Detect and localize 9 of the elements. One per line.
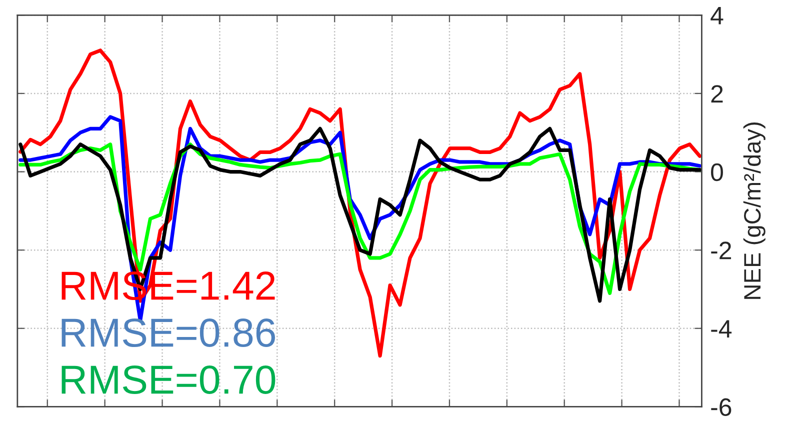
annotation: RMSE=0.86 bbox=[62, 318, 275, 348]
y-tick-label: 2 bbox=[711, 85, 723, 103]
annotation: RMSE=0.70 bbox=[62, 365, 276, 394]
y-tick-label: -2 bbox=[711, 242, 732, 260]
y-tick-label: -4 bbox=[711, 320, 732, 338]
y-tick-label: 0 bbox=[711, 163, 723, 182]
y-tick-label: -6 bbox=[711, 398, 732, 416]
y-axis-title: NEE (gC/m²/day) bbox=[743, 122, 766, 299]
y-tick-label: 4 bbox=[710, 7, 724, 24]
